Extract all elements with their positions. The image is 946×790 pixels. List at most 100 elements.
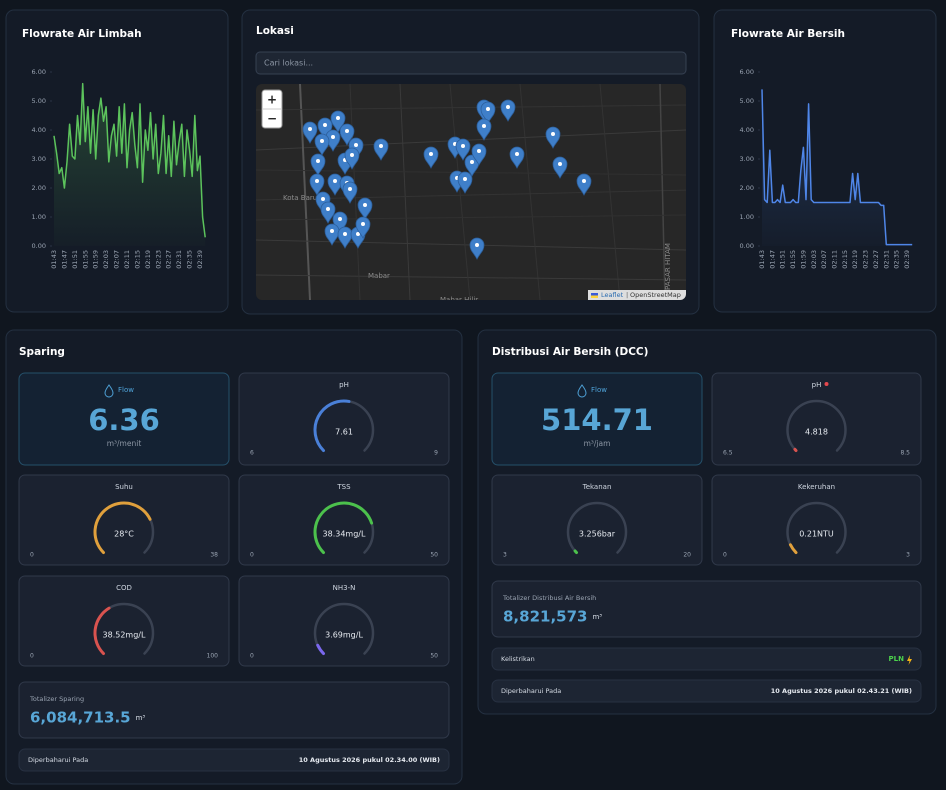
map-marker[interactable] bbox=[500, 99, 516, 122]
gauge-value-arc bbox=[793, 447, 798, 453]
map-marker-dot bbox=[379, 144, 383, 148]
map-marker[interactable] bbox=[324, 223, 340, 246]
electricity-bar-value: PLN bbox=[889, 655, 905, 663]
road bbox=[599, 84, 621, 300]
drop-icon bbox=[577, 384, 587, 398]
gauge-value: 28°C bbox=[114, 530, 134, 539]
map-marker[interactable] bbox=[309, 173, 325, 196]
x-tick-label: 02:31 bbox=[882, 250, 890, 269]
zoom-in[interactable]: + bbox=[267, 93, 277, 107]
electricity-bar bbox=[491, 647, 922, 671]
gauge-max: 50 bbox=[430, 552, 438, 559]
gauge-label: TSS bbox=[336, 483, 351, 491]
road bbox=[256, 274, 686, 281]
attribution-link[interactable]: Leaflet bbox=[601, 291, 624, 299]
drop-icon bbox=[104, 384, 114, 398]
x-tick-label: 02:23 bbox=[862, 250, 870, 269]
map-marker[interactable] bbox=[339, 123, 355, 146]
map-marker-dot bbox=[470, 160, 474, 164]
line-series bbox=[761, 89, 913, 246]
y-tick-label: 1.00 bbox=[32, 213, 46, 221]
y-tick-label: 3.00 bbox=[740, 155, 754, 163]
gauge-card bbox=[238, 372, 450, 466]
map-marker[interactable] bbox=[471, 143, 487, 166]
line-area bbox=[54, 83, 206, 246]
map-marker[interactable] bbox=[455, 138, 471, 161]
map-marker[interactable] bbox=[355, 216, 371, 239]
flow-label: Flow bbox=[118, 386, 134, 394]
map-marker-dot bbox=[515, 152, 519, 156]
x-tick-label: 02:15 bbox=[133, 250, 141, 269]
y-tick-label: 5.00 bbox=[740, 97, 754, 105]
gauge-label: pH bbox=[339, 381, 349, 389]
map-marker[interactable] bbox=[327, 173, 343, 196]
map-marker-dot bbox=[343, 232, 347, 236]
gauge-min: 0 bbox=[30, 552, 34, 559]
status-dot bbox=[824, 382, 829, 386]
map-marker[interactable] bbox=[330, 110, 346, 133]
map-marker[interactable] bbox=[576, 173, 592, 196]
map-marker-dot bbox=[463, 177, 467, 181]
flag-icon bbox=[591, 295, 598, 298]
x-tick-label: 02:35 bbox=[893, 250, 901, 269]
road bbox=[299, 84, 311, 300]
map-marker[interactable] bbox=[302, 121, 318, 144]
chart-title: Flowrate Air Bersih bbox=[731, 28, 845, 40]
gauge-value-arc bbox=[573, 549, 578, 555]
map-marker[interactable] bbox=[320, 201, 336, 224]
gauge-value: 38.52mg/L bbox=[103, 631, 146, 640]
map-marker-dot bbox=[506, 105, 510, 109]
gauge-card bbox=[711, 372, 922, 466]
gauge-label: Kekeruhan bbox=[798, 483, 835, 491]
search-input[interactable] bbox=[255, 51, 687, 75]
map-marker[interactable] bbox=[476, 118, 492, 141]
x-tick-label: 02:03 bbox=[810, 250, 818, 269]
gauge-min: 0 bbox=[250, 552, 254, 559]
zoom-out[interactable]: − bbox=[267, 112, 277, 126]
line-area bbox=[762, 89, 913, 247]
totalizer-label: Totalizer Distribusi Air Bersih bbox=[502, 594, 596, 602]
road bbox=[519, 84, 541, 300]
gauge-value-arc bbox=[93, 606, 111, 656]
map-marker[interactable] bbox=[545, 126, 561, 149]
map-marker[interactable] bbox=[357, 197, 373, 220]
gauge-card bbox=[18, 575, 230, 667]
map-marker[interactable] bbox=[552, 156, 568, 179]
gauge-value: 3.256bar bbox=[579, 530, 616, 539]
updated-bar bbox=[491, 679, 922, 703]
map-marker[interactable] bbox=[457, 171, 473, 194]
map-marker-dot bbox=[482, 124, 486, 128]
map-marker-dot bbox=[320, 139, 324, 143]
map-marker[interactable] bbox=[337, 226, 353, 249]
map-marker[interactable] bbox=[373, 138, 389, 161]
gauge-label: pH bbox=[812, 381, 822, 389]
map-marker[interactable] bbox=[310, 153, 326, 176]
y-tick-label: 6.00 bbox=[740, 68, 754, 76]
map-marker[interactable] bbox=[464, 154, 480, 177]
map-marker[interactable] bbox=[344, 147, 360, 170]
gauge-value-arc bbox=[313, 399, 351, 453]
electricity-bar-label: Kelistrikan bbox=[501, 655, 535, 663]
section-title: Sparing bbox=[19, 346, 65, 358]
map-marker[interactable] bbox=[469, 237, 485, 260]
attribution-bg bbox=[588, 290, 686, 300]
x-tick-label: 01:51 bbox=[779, 250, 787, 269]
x-tick-label: 02:11 bbox=[123, 250, 131, 269]
gauge-value: 38.34mg/L bbox=[323, 530, 366, 539]
map-marker-dot bbox=[361, 222, 365, 226]
flow-value: 514.71 bbox=[541, 403, 653, 437]
map-marker[interactable] bbox=[480, 101, 496, 124]
updated-bar-value: 10 Agustus 2026 pukul 02.34.00 (WIB) bbox=[299, 756, 440, 764]
gauge-track bbox=[786, 501, 847, 554]
flow-card bbox=[18, 372, 230, 466]
line-series bbox=[53, 82, 206, 238]
map-marker[interactable] bbox=[314, 133, 330, 156]
map-marker[interactable] bbox=[342, 181, 358, 204]
x-tick-label: 01:47 bbox=[768, 250, 776, 269]
attribution-link[interactable]: OpenStreetMap bbox=[630, 291, 681, 299]
map-marker[interactable] bbox=[509, 146, 525, 169]
map-marker-dot bbox=[308, 127, 312, 131]
totalizer-unit: m³ bbox=[592, 613, 602, 621]
map-marker[interactable] bbox=[423, 146, 439, 169]
gauge-min: 0 bbox=[723, 552, 727, 559]
